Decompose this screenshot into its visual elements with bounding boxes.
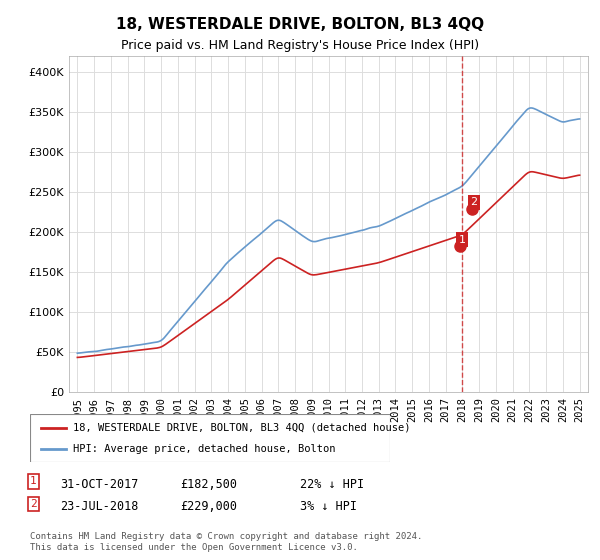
Text: £182,500: £182,500 — [180, 478, 237, 491]
Text: 3% ↓ HPI: 3% ↓ HPI — [300, 500, 357, 514]
Text: 18, WESTERDALE DRIVE, BOLTON, BL3 4QQ: 18, WESTERDALE DRIVE, BOLTON, BL3 4QQ — [116, 17, 484, 32]
Text: HPI: Average price, detached house, Bolton: HPI: Average price, detached house, Bolt… — [73, 444, 336, 454]
Text: 2: 2 — [470, 198, 478, 207]
Text: 1: 1 — [30, 477, 37, 487]
Text: £229,000: £229,000 — [180, 500, 237, 514]
Text: Price paid vs. HM Land Registry's House Price Index (HPI): Price paid vs. HM Land Registry's House … — [121, 39, 479, 52]
Text: 2: 2 — [30, 499, 37, 509]
Text: 1: 1 — [458, 235, 466, 245]
Text: 23-JUL-2018: 23-JUL-2018 — [60, 500, 139, 514]
FancyBboxPatch shape — [30, 414, 390, 462]
Text: 18, WESTERDALE DRIVE, BOLTON, BL3 4QQ (detached house): 18, WESTERDALE DRIVE, BOLTON, BL3 4QQ (d… — [73, 423, 410, 433]
Text: Contains HM Land Registry data © Crown copyright and database right 2024.
This d: Contains HM Land Registry data © Crown c… — [30, 532, 422, 552]
Text: 22% ↓ HPI: 22% ↓ HPI — [300, 478, 364, 491]
Text: 31-OCT-2017: 31-OCT-2017 — [60, 478, 139, 491]
